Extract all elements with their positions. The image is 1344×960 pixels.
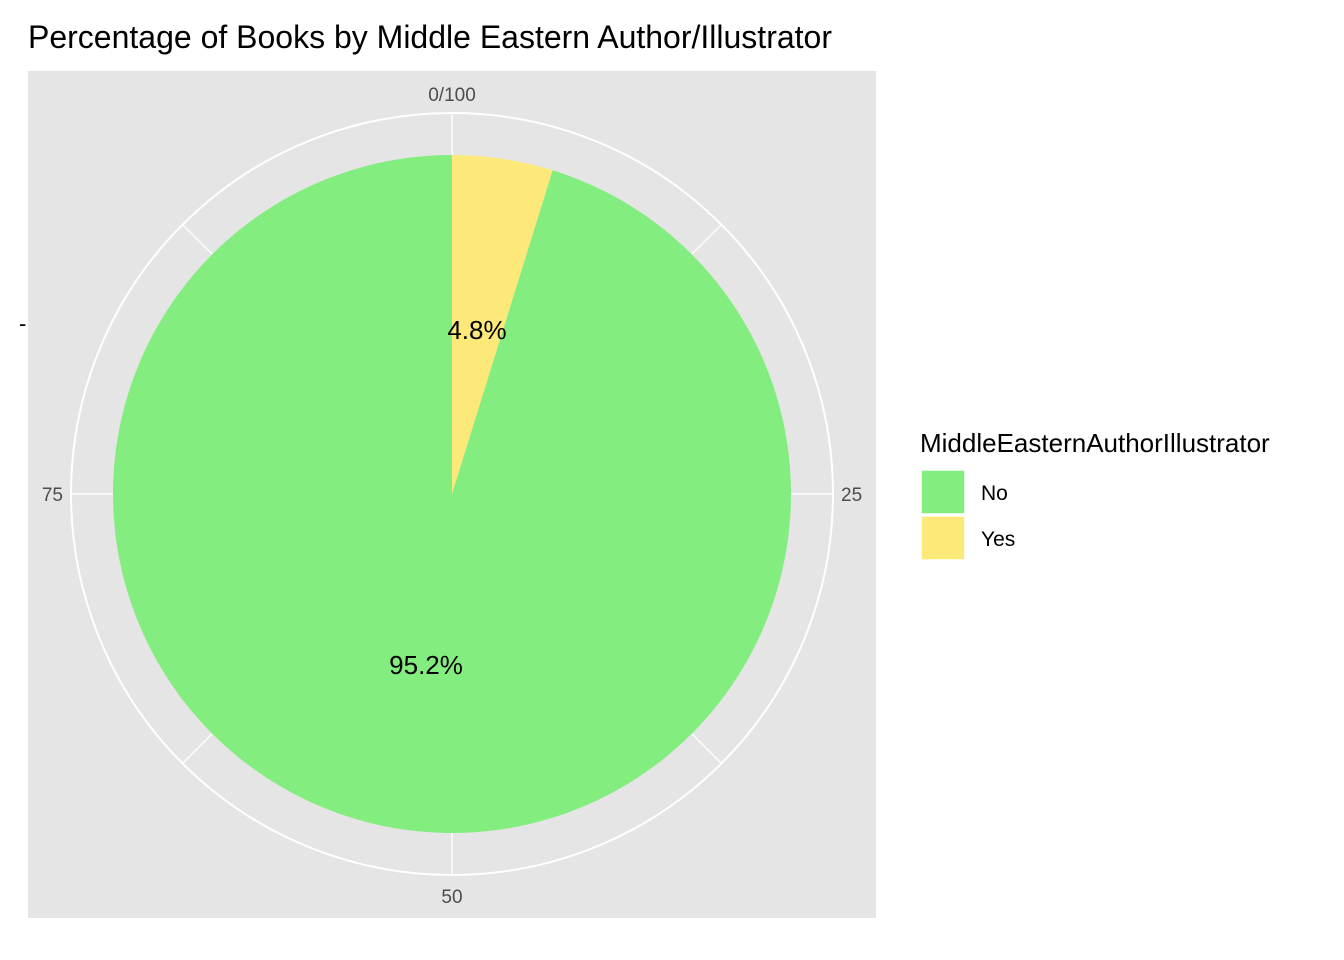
legend-swatch-yes [920,515,966,561]
pie-slices [113,155,791,833]
y-axis-category-label: - [19,311,26,336]
slice-label-no: 95.2% [389,650,463,680]
theta-tick-label: 0/100 [428,85,476,106]
theta-tick-label: 25 [841,485,862,506]
legend-label-no: No [981,482,1008,505]
slice-labels: 4.8% 95.2% [389,315,506,680]
legend-items: No Yes [920,469,1015,561]
slice-label-yes: 4.8% [447,315,506,345]
pie-slice-no [113,155,791,833]
legend: MiddleEasternAuthorIllustrator No Yes [920,428,1270,561]
pie-slice-yes [452,155,553,494]
legend-title: MiddleEasternAuthorIllustrator [920,428,1270,458]
theta-tick-label: 75 [42,485,63,506]
legend-swatch-no [920,469,966,515]
theta-tick-labels: 0/100 25 50 75 [42,85,862,908]
theta-tick-label: 50 [441,887,462,908]
chart-title: Percentage of Books by Middle Eastern Au… [28,19,832,55]
legend-label-yes: Yes [981,528,1015,551]
